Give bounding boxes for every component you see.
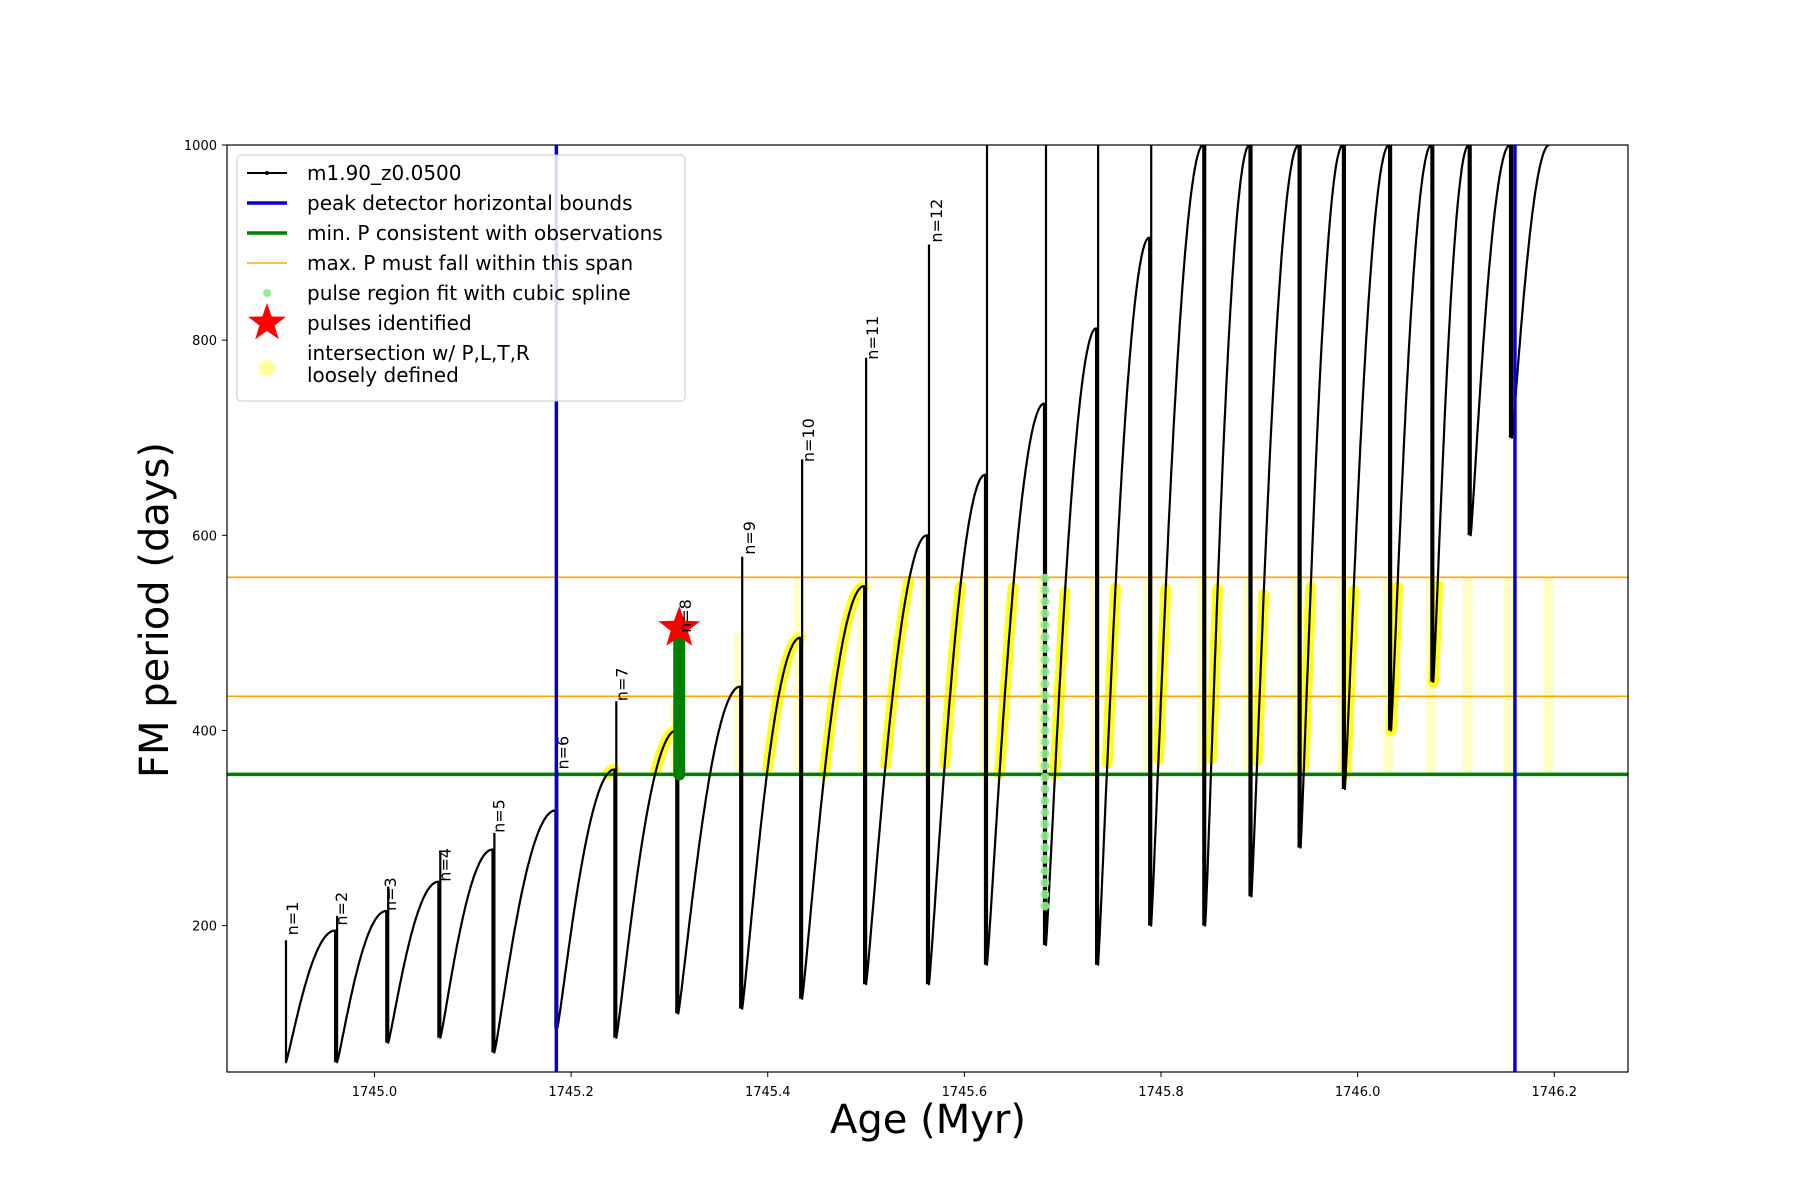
pulse-number-label: n=5 [489, 799, 508, 833]
spline-dot [1040, 831, 1050, 841]
spline-dot [1040, 620, 1050, 630]
pulse-number-label: n=10 [799, 418, 818, 462]
plot-frame [226, 144, 1629, 1073]
y-tick-label: 600 [192, 529, 217, 544]
spline-dot [1040, 655, 1050, 665]
legend-box [236, 154, 686, 402]
yellow-intersections-layer [602, 576, 1554, 780]
y-tick-label: 200 [192, 920, 217, 935]
spline-dot [1040, 796, 1050, 806]
pulse-annotations-layer: n=1 n=2 n=3 n=4 n=5 n=6 n=7 n=8 n=9 n=10 n=11 n=12 [283, 199, 946, 936]
spline-dot [1040, 889, 1050, 899]
spline-dot [1040, 843, 1050, 853]
pulse-identified-star [658, 606, 701, 646]
legend-label: pulses identified [307, 311, 472, 335]
x-tick-label: 1745.0 [352, 1085, 398, 1100]
pulse-number-label: n=1 [283, 902, 302, 936]
spline-dot [1040, 632, 1050, 642]
legend-label: loosely defined [307, 363, 459, 387]
spline-dot [1040, 854, 1050, 864]
axes-layer: 1745.0 1745.2 1745.4 1745.6 1745.8 1746.0 1746… [184, 139, 1629, 1100]
spline-dot [1040, 761, 1050, 771]
spline-dot [1040, 702, 1050, 712]
pulse-number-label: n=11 [863, 316, 882, 360]
legend-swatch-loose-dot [259, 360, 275, 376]
spline-dot [1040, 866, 1050, 876]
pulse-star-layer [658, 606, 701, 646]
spline-dot [1040, 690, 1050, 700]
period-track [284, 145, 1550, 1064]
legend-label: max. P must fall within this span [307, 251, 633, 275]
pulse-number-label: n=9 [740, 521, 759, 555]
spline-dot [1040, 679, 1050, 689]
period-track-layer [284, 145, 1550, 1064]
legend-label: peak detector horizontal bounds [307, 191, 633, 215]
pulse-number-label: n=2 [332, 892, 351, 926]
pulse-number-label: n=3 [381, 877, 400, 911]
spline-dot [1040, 608, 1050, 618]
spline-dot [1040, 901, 1050, 911]
legend-swatch-star [248, 303, 286, 340]
y-tick-label: 400 [192, 724, 217, 739]
spline-dot [1040, 772, 1050, 782]
spline-dot [1040, 819, 1050, 829]
legend-swatch-dot [265, 171, 269, 175]
spline-dot [1040, 807, 1050, 817]
spline-dot [1040, 784, 1050, 794]
x-tick-label: 1745.8 [1138, 1085, 1184, 1100]
pulse-number-label: n=8 [676, 599, 695, 633]
spline-dot [1040, 737, 1050, 747]
legend-swatch-spline-dot [263, 289, 271, 297]
spline-dot [1040, 644, 1050, 654]
y-axis-title: FM period (days) [132, 442, 178, 778]
x-tick-label: 1746.2 [1532, 1085, 1578, 1100]
spline-dot [1040, 725, 1050, 735]
green-pulse-layer [673, 573, 1050, 911]
spline-dot [1040, 585, 1050, 595]
spline-dot [1040, 714, 1050, 724]
y-tick-label: 1000 [184, 139, 217, 154]
legend-label: pulse region fit with cubic spline [307, 281, 631, 305]
x-axis-title: Age (Myr) [830, 1097, 1026, 1143]
legend-label: m1.90_z0.0500 [307, 161, 462, 185]
spline-dot [1040, 667, 1050, 677]
pulse-number-label: n=12 [927, 199, 946, 243]
bounds-lines-layer [554, 145, 1517, 1072]
spline-dot [1040, 878, 1050, 888]
legend-label: min. P consistent with observations [307, 221, 663, 245]
y-tick-label: 800 [192, 334, 217, 349]
spline-dot [1040, 597, 1050, 607]
x-tick-label: 1745.2 [548, 1085, 594, 1100]
pulse-number-label: n=4 [435, 848, 454, 882]
x-tick-label: 1745.6 [942, 1085, 988, 1100]
x-tick-label: 1745.4 [745, 1085, 791, 1100]
x-tick-label: 1746.0 [1335, 1085, 1381, 1100]
spline-dot [1040, 749, 1050, 759]
legend-label: intersection w/ P,L,T,R [307, 341, 530, 365]
pulse-number-label: n=6 [553, 736, 572, 770]
pulse-number-label: n=7 [612, 667, 631, 701]
spline-dot [1040, 573, 1050, 583]
